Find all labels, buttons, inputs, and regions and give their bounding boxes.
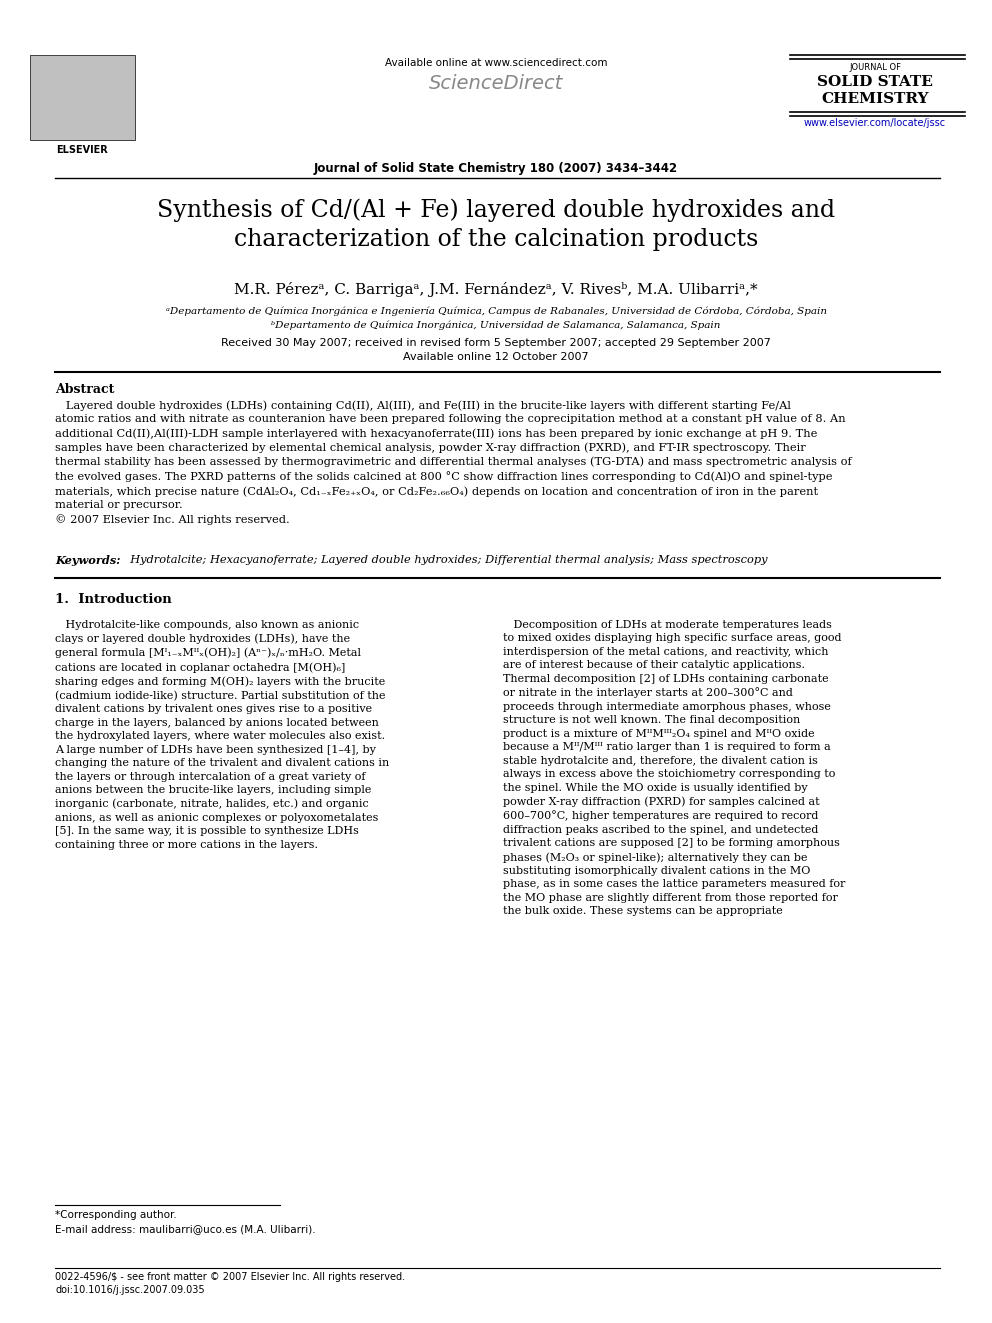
Text: Received 30 May 2007; received in revised form 5 September 2007; accepted 29 Sep: Received 30 May 2007; received in revise… bbox=[221, 337, 771, 348]
Text: ScienceDirect: ScienceDirect bbox=[429, 74, 563, 93]
Text: doi:10.1016/j.jssc.2007.09.035: doi:10.1016/j.jssc.2007.09.035 bbox=[55, 1285, 204, 1295]
Text: *Corresponding author.: *Corresponding author. bbox=[55, 1211, 177, 1220]
Text: E-mail address: maulibarri@uco.es (M.A. Ulibarri).: E-mail address: maulibarri@uco.es (M.A. … bbox=[55, 1224, 315, 1234]
Text: M.R. Pérezᵃ, C. Barrigaᵃ, J.M. Fernándezᵃ, V. Rivesᵇ, M.A. Ulibarriᵃ,*: M.R. Pérezᵃ, C. Barrigaᵃ, J.M. Fernández… bbox=[234, 282, 758, 296]
Text: Decomposition of LDHs at moderate temperatures leads
to mixed oxides displaying : Decomposition of LDHs at moderate temper… bbox=[503, 620, 845, 917]
Text: 0022-4596/$ - see front matter © 2007 Elsevier Inc. All rights reserved.: 0022-4596/$ - see front matter © 2007 El… bbox=[55, 1271, 405, 1282]
Text: ELSEVIER: ELSEVIER bbox=[57, 146, 108, 155]
Text: CHEMISTRY: CHEMISTRY bbox=[821, 93, 929, 106]
Text: Journal of Solid State Chemistry 180 (2007) 3434–3442: Journal of Solid State Chemistry 180 (20… bbox=[313, 161, 679, 175]
Text: Synthesis of Cd/(Al + Fe) layered double hydroxides and: Synthesis of Cd/(Al + Fe) layered double… bbox=[157, 198, 835, 221]
Text: ᵇDepartamento de Química Inorgánica, Universidad de Salamanca, Salamanca, Spain: ᵇDepartamento de Química Inorgánica, Uni… bbox=[272, 320, 720, 329]
Text: JOURNAL OF: JOURNAL OF bbox=[849, 64, 901, 71]
Text: 1.  Introduction: 1. Introduction bbox=[55, 593, 172, 606]
Text: Keywords:: Keywords: bbox=[55, 556, 120, 566]
Text: SOLID STATE: SOLID STATE bbox=[817, 75, 932, 89]
Text: Available online at www.sciencedirect.com: Available online at www.sciencedirect.co… bbox=[385, 58, 607, 67]
Text: Abstract: Abstract bbox=[55, 382, 114, 396]
Text: characterization of the calcination products: characterization of the calcination prod… bbox=[234, 228, 758, 251]
Text: Layered double hydroxides (LDHs) containing Cd(II), Al(III), and Fe(III) in the : Layered double hydroxides (LDHs) contain… bbox=[55, 400, 852, 525]
Text: Hydrotalcite-like compounds, also known as anionic
clays or layered double hydro: Hydrotalcite-like compounds, also known … bbox=[55, 620, 389, 849]
Text: ᵃDepartamento de Química Inorgánica e Ingeniería Química, Campus de Rabanales, U: ᵃDepartamento de Química Inorgánica e In… bbox=[166, 306, 826, 315]
Bar bbox=[30, 56, 135, 140]
Text: www.elsevier.com/locate/jssc: www.elsevier.com/locate/jssc bbox=[804, 118, 946, 128]
Text: Available online 12 October 2007: Available online 12 October 2007 bbox=[403, 352, 589, 363]
Text: Hydrotalcite; Hexacyanoferrate; Layered double hydroxides; Differential thermal : Hydrotalcite; Hexacyanoferrate; Layered … bbox=[123, 556, 768, 565]
